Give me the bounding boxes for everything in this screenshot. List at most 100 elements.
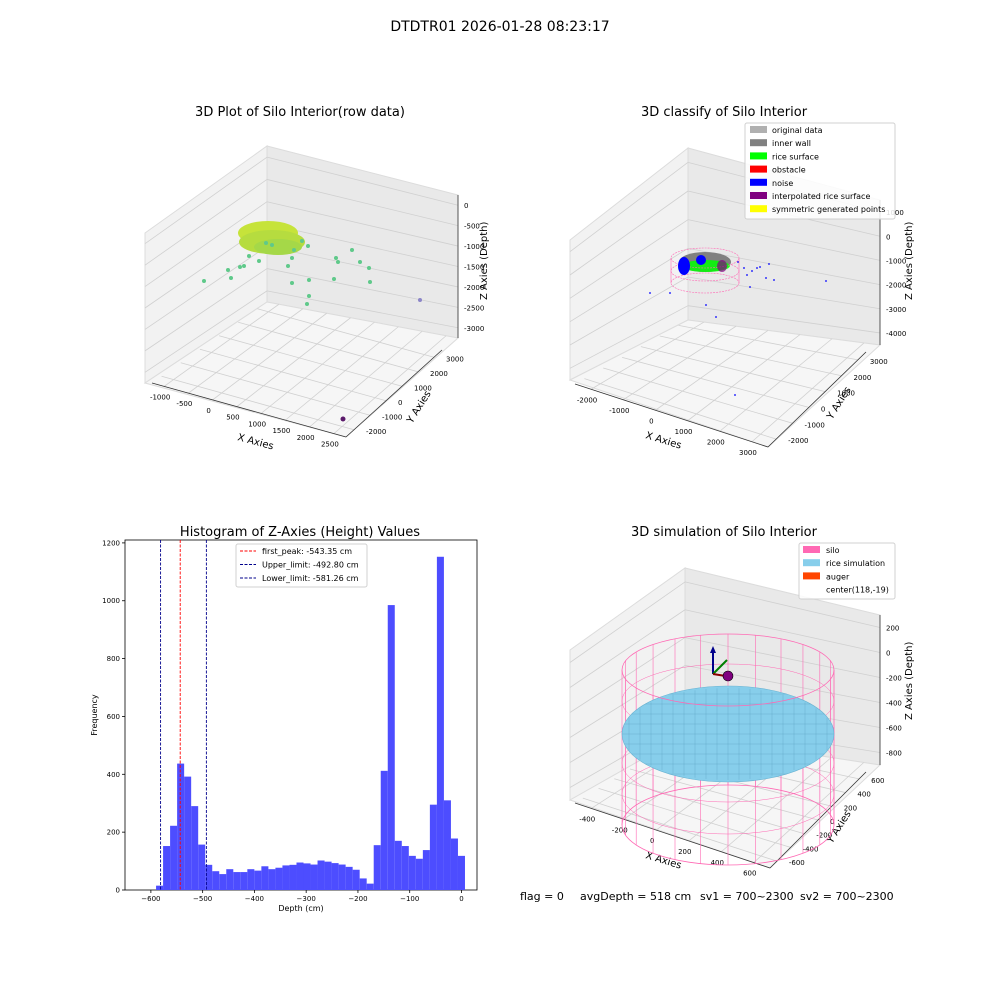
p1-x-tick-label: 2000 — [297, 434, 315, 442]
p1-data-point — [247, 254, 251, 258]
p2-interpolated-patch — [717, 260, 727, 272]
p3-bar — [170, 825, 178, 890]
p3-bar — [261, 866, 269, 890]
p3-y-ticks: 0 200 400 600 800 1000 1200 — [102, 539, 125, 895]
p2-noise-blob-center — [696, 255, 706, 265]
p1-z-tick-label: -2000 — [464, 284, 484, 292]
p1-y-tick-label: 1000 — [414, 384, 432, 392]
p4-y-tick-label: -200 — [816, 832, 832, 840]
p2-x-gridline — [590, 321, 705, 390]
p1-z-gridline — [144, 179, 268, 266]
p1-data-point — [334, 256, 338, 260]
p4-z-gridline — [684, 637, 881, 678]
p2-x-tick-label: 2000 — [707, 438, 725, 446]
p3-bar — [331, 863, 339, 890]
p2-z-gridline — [569, 190, 689, 276]
p4-z-gridline — [569, 581, 686, 663]
p1-z-tick-labels: -3000 -2500 -2000 -1500 -1000 -500 0 — [464, 202, 484, 333]
p4-y-axis — [769, 771, 867, 869]
p1-data-point — [292, 248, 296, 252]
p3-bar — [219, 874, 227, 890]
p2-classified-silo — [670, 247, 740, 294]
p3-bar — [338, 864, 346, 890]
p4-z-gridline — [684, 665, 881, 703]
p1-data-point — [242, 264, 246, 268]
p3-bar — [275, 867, 283, 890]
panel-classify-3d: 3D classify of Silo Interior -2000 -1000 0… — [568, 105, 915, 457]
p4-z-gridline — [569, 637, 686, 713]
p2-z-gridline — [569, 247, 689, 323]
p1-data-point — [229, 276, 233, 280]
p4-legend-label: auger — [826, 572, 850, 581]
p2-y-gridline — [659, 335, 842, 377]
p4-legend-swatch — [803, 559, 820, 567]
p1-x-gridline — [333, 335, 447, 434]
p3-bar — [177, 763, 185, 890]
p3-bar — [240, 872, 248, 890]
p1-data-point — [264, 241, 268, 245]
p2-legend-swatch — [750, 126, 767, 133]
p4-x-tick-label: -200 — [612, 826, 628, 834]
p1-y-gridline — [199, 348, 387, 402]
p1-data-point — [307, 278, 311, 282]
p1-x-tick-label: 500 — [226, 414, 239, 422]
panel2-title: 3D classify of Silo Interior — [641, 105, 808, 120]
p4-z-gridline — [684, 581, 881, 628]
p3-bar — [401, 846, 409, 890]
p3-y-tick-label: 1000 — [102, 597, 120, 605]
p1-x-tick-label: 0 — [206, 407, 210, 415]
p3-bar — [457, 855, 465, 890]
p4-x-tick-label: 0 — [650, 837, 654, 845]
p1-z-gridline — [144, 268, 268, 352]
p1-data-point — [300, 239, 304, 243]
p1-z-gridline — [266, 223, 459, 267]
p3-y-tick-label: 200 — [107, 829, 120, 837]
p1-point-cluster — [238, 221, 305, 255]
p2-legend-label: noise — [772, 179, 793, 188]
p1-x-gridline — [309, 330, 423, 428]
p1-y-tick-labels: -2000 -1000 0 1000 2000 3000 — [366, 355, 464, 436]
p2-z-label: Z Axies (Depth) — [904, 222, 915, 300]
p2-noise-blob-left — [678, 257, 690, 275]
p1-y-tick-label: -2000 — [366, 428, 386, 436]
p2-y-tick-labels: -2000 -1000 0 1000 2000 3000 — [788, 358, 887, 445]
p3-bar — [282, 865, 290, 890]
p1-data-point — [238, 265, 242, 269]
p2-x-tick-label: -2000 — [577, 396, 597, 404]
p1-z-gridline — [266, 290, 459, 329]
p1-z-gridline — [266, 156, 459, 206]
p2-x-tick-labels: -2000 -1000 0 1000 2000 3000 — [577, 396, 757, 457]
p2-legend-label: interpolated rice surface — [772, 192, 870, 201]
p1-z-gridline — [266, 268, 459, 308]
panel-simulation-3d: 3D simulation of Silo Interior -400 -200 0… — [568, 525, 915, 878]
p2-silo-top-ring — [670, 247, 740, 269]
p2-legend-swatch — [750, 192, 767, 199]
p1-y-tick-label: 0 — [398, 399, 402, 407]
p3-bar — [233, 872, 241, 890]
p4-silo-wireframe — [621, 633, 835, 866]
p2-noise-point — [759, 266, 761, 268]
p3-x-tick-label: −300 — [297, 895, 316, 903]
p2-legend-swatch — [750, 205, 767, 213]
p2-noise-point — [765, 277, 767, 279]
p2-y-tick-label: 1000 — [837, 390, 855, 398]
p1-y-gridline — [161, 375, 355, 431]
p2-z-tick-label: 0 — [886, 233, 890, 241]
p1-x-label: X Axies — [236, 432, 275, 452]
p3-bar — [296, 862, 304, 890]
p3-bar — [212, 871, 220, 890]
p2-x-gridline — [751, 342, 865, 443]
p4-z-tick-labels: -800 -600 -400 -200 0 200 — [886, 625, 902, 758]
p1-z-gridline — [144, 156, 268, 245]
p1-data-point — [305, 302, 309, 306]
p3-bar — [429, 804, 437, 890]
p3-legend-label: first_peak: -543.35 cm — [262, 547, 352, 556]
panel1-title: 3D Plot of Silo Interior(row data) — [195, 105, 405, 120]
p1-data-point — [367, 266, 371, 270]
p4-y-tick-label: 0 — [830, 818, 834, 826]
p1-x-tick-label: 1500 — [272, 427, 290, 435]
p1-data-point — [418, 298, 422, 302]
p2-noise-point — [746, 274, 748, 276]
footer-flag: flag = 0 — [520, 890, 564, 903]
